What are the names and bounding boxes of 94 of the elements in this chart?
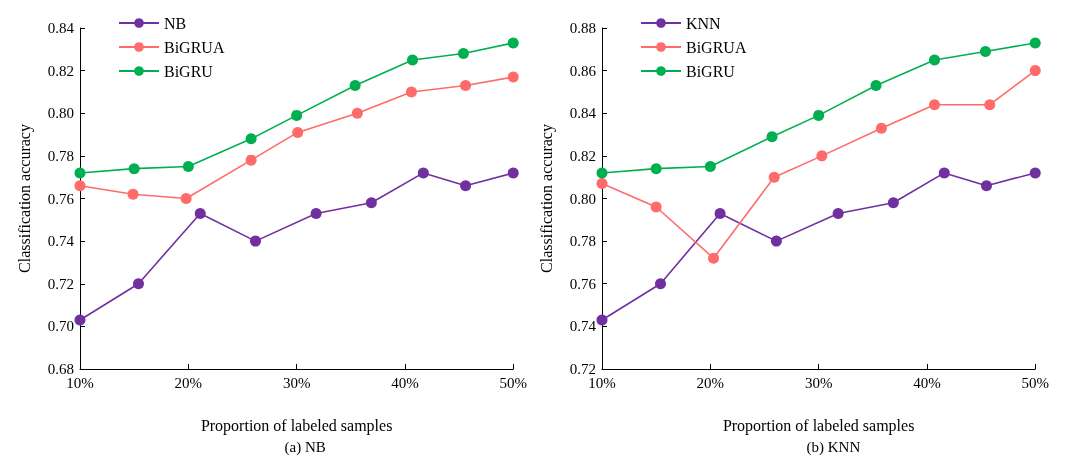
point (650, 163, 662, 175)
x-tick-label: 50% (1021, 374, 1049, 391)
legend-label: NB (164, 14, 187, 32)
y-tick-label: 0.74 (569, 318, 597, 335)
point (768, 171, 780, 183)
point (714, 207, 726, 219)
point (310, 207, 322, 219)
point (351, 107, 363, 119)
y-tick-label: 0.84 (47, 20, 75, 36)
y-tick-label: 0.88 (569, 20, 596, 36)
y-tick-label: 0.70 (47, 318, 74, 335)
x-tick-label: 10% (66, 374, 94, 391)
point (127, 188, 139, 200)
legend-label: BiGRU (164, 62, 214, 80)
text: (b) KNN (806, 438, 861, 456)
x-tick-label: 30% (804, 374, 833, 391)
point (245, 154, 257, 166)
point (133, 278, 144, 290)
y-tick-label: 0.72 (569, 361, 596, 377)
point (979, 45, 991, 57)
x-tick-label: 30% (282, 374, 311, 391)
point (507, 37, 519, 49)
x-tick-label: 20% (696, 374, 725, 391)
x-tick-label: 10% (588, 374, 616, 391)
point (704, 161, 716, 173)
point (708, 252, 720, 264)
y-tick-label: 0.68 (47, 361, 74, 377)
point (507, 71, 519, 83)
x-tick-label: 40% (913, 374, 941, 391)
point (1029, 37, 1041, 49)
y-tick-label: 0.80 (47, 105, 74, 122)
point (194, 207, 206, 219)
y-tick-label: 0.72 (47, 275, 74, 292)
y-tick-label: 0.80 (569, 190, 596, 207)
point (128, 163, 140, 175)
point (291, 109, 303, 121)
legend-label: BiGRUA (686, 38, 747, 56)
y-tick-label: 0.76 (569, 275, 597, 292)
point (887, 197, 899, 209)
point (457, 48, 469, 60)
point (460, 80, 472, 92)
point (870, 80, 882, 92)
point (407, 54, 419, 66)
point (405, 86, 417, 98)
point (596, 178, 608, 190)
point (460, 180, 472, 192)
point (74, 180, 86, 192)
point (832, 207, 844, 219)
point (766, 131, 778, 143)
y-tick-label: 0.76 (47, 190, 75, 207)
y-tick-label: 0.82 (569, 147, 596, 164)
point (74, 314, 86, 326)
y-tick-label: 0.86 (569, 62, 597, 79)
x-tick-label: 40% (391, 374, 419, 391)
y-tick-label: 0.74 (47, 233, 75, 250)
y-tick-label: 0.82 (47, 62, 74, 79)
point (182, 161, 194, 173)
point (596, 314, 608, 326)
point (1029, 167, 1041, 179)
y-axis-title: Classification accuracy (537, 124, 556, 273)
point (349, 80, 361, 92)
legend-label: KNN (686, 14, 722, 32)
y-tick-label: 0.78 (569, 233, 596, 250)
point (984, 99, 996, 111)
x-tick-label: 20% (174, 374, 203, 391)
y-tick-label: 0.78 (47, 147, 74, 164)
point (813, 109, 825, 121)
point (938, 167, 950, 179)
point (249, 235, 261, 247)
point (74, 167, 86, 179)
point (180, 193, 192, 204)
point (655, 278, 666, 290)
point (770, 235, 782, 247)
point (507, 167, 519, 179)
point (365, 197, 377, 209)
point (929, 99, 941, 111)
point (650, 201, 662, 213)
x-axis-title: Proportion of labeled samples (722, 416, 915, 435)
point (981, 180, 993, 192)
y-tick-label: 0.84 (569, 105, 597, 122)
point (816, 150, 828, 162)
point (929, 54, 941, 66)
point (292, 126, 304, 138)
legend-label: BiGRU (686, 62, 736, 80)
text: (a) NB (284, 438, 326, 456)
point (1029, 65, 1041, 77)
point (245, 133, 257, 145)
point (875, 122, 887, 134)
legend-label: BiGRUA (164, 38, 225, 56)
y-axis-title: Classification accuracy (15, 124, 34, 273)
x-tick-label: 50% (499, 374, 527, 391)
x-axis-title: Proportion of labeled samples (200, 416, 393, 435)
point (417, 167, 429, 179)
point (596, 167, 608, 179)
